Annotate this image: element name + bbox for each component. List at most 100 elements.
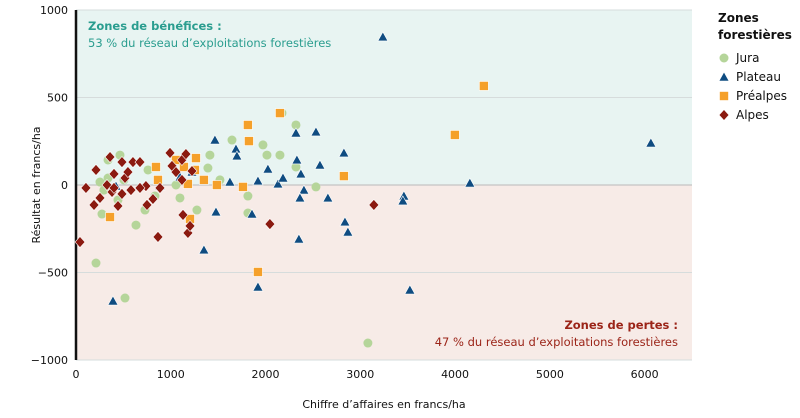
data-point-plateau xyxy=(290,127,302,138)
data-point-alpes xyxy=(134,156,146,169)
loss-zone-annotation: Zones de pertes : 47 % du réseau d’explo… xyxy=(435,317,678,351)
legend-title: Zones forestières xyxy=(718,11,792,42)
legend-item-préalpes: Préalpes xyxy=(718,86,788,105)
data-point-alpes xyxy=(170,166,182,178)
legend-item-alpes: Alpes xyxy=(718,105,788,124)
data-point-préalpes xyxy=(243,120,253,130)
data-point-alpes xyxy=(112,200,124,212)
y-axis-label: Résultat en francs/ha xyxy=(30,126,43,243)
data-point-alpes xyxy=(186,165,198,177)
legend-item-plateau: Plateau xyxy=(718,67,788,86)
legend-marker xyxy=(719,53,729,62)
data-point-jura xyxy=(275,150,285,160)
data-point-plateau xyxy=(295,168,307,179)
data-point-jura xyxy=(120,293,130,303)
data-point-plateau xyxy=(298,184,310,195)
data-point-alpes xyxy=(116,187,128,200)
data-point-alpes xyxy=(141,199,153,211)
data-point-jura xyxy=(143,165,153,175)
data-point-plateau xyxy=(272,178,284,189)
data-point-jura xyxy=(258,140,268,150)
data-point-jura xyxy=(203,163,213,173)
data-point-alpes xyxy=(108,168,120,180)
diamond-marker-icon xyxy=(718,108,730,121)
data-point-alpes xyxy=(134,182,146,194)
data-point-jura xyxy=(205,150,215,160)
data-point-jura xyxy=(131,220,141,230)
data-point-préalpes xyxy=(253,267,263,277)
data-point-préalpes xyxy=(212,180,222,190)
data-point-plateau xyxy=(277,172,289,183)
data-point-alpes xyxy=(368,199,380,211)
x-tick-label: 0 xyxy=(73,368,80,381)
data-point-jura xyxy=(363,338,373,348)
loss-zone-title: Zones de pertes : xyxy=(564,318,678,332)
data-point-alpes xyxy=(177,208,189,221)
data-point-préalpes xyxy=(238,182,248,192)
data-point-alpes xyxy=(101,179,113,191)
data-point-préalpes xyxy=(339,171,349,181)
legend-label: Préalpes xyxy=(736,88,788,103)
data-point-alpes xyxy=(180,148,192,160)
data-point-plateau xyxy=(198,244,210,255)
data-point-alpes xyxy=(176,173,188,186)
data-point-plateau xyxy=(322,192,334,203)
data-point-alpes xyxy=(88,199,100,211)
data-point-plateau xyxy=(310,126,322,137)
data-point-préalpes xyxy=(275,108,285,118)
triangle-marker-icon xyxy=(718,70,730,81)
data-point-alpes xyxy=(104,151,116,163)
data-point-alpes xyxy=(94,192,106,204)
legend-label: Jura xyxy=(736,50,760,65)
legend-marker xyxy=(719,90,729,101)
data-point-jura xyxy=(95,177,105,187)
x-tick-label: 1000 xyxy=(157,368,185,381)
data-point-alpes xyxy=(152,231,164,243)
y-tick-label: 500 xyxy=(47,92,68,105)
data-point-alpes xyxy=(108,182,120,194)
data-point-jura xyxy=(291,120,301,130)
data-point-plateau xyxy=(464,177,476,188)
data-point-alpes xyxy=(80,182,92,194)
legend-label: Alpes xyxy=(736,107,769,122)
data-point-plateau xyxy=(252,175,264,186)
data-point-plateau xyxy=(404,284,416,295)
data-point-plateau xyxy=(252,281,264,292)
data-point-jura xyxy=(311,182,321,192)
data-point-préalpes xyxy=(105,212,115,222)
data-point-jura xyxy=(91,258,101,268)
data-point-plateau xyxy=(107,295,119,306)
legend-item-jura: Jura xyxy=(718,48,788,67)
circle-marker-icon xyxy=(719,53,729,62)
series-préalpes xyxy=(105,81,489,277)
data-point-jura xyxy=(192,205,202,215)
data-point-plateau xyxy=(338,147,350,158)
data-point-plateau xyxy=(224,176,236,187)
x-tick-label: 5000 xyxy=(536,368,564,381)
data-point-plateau xyxy=(377,31,389,42)
data-point-préalpes xyxy=(244,136,254,146)
data-point-préalpes xyxy=(151,162,161,172)
y-tick-label: −500 xyxy=(38,267,68,280)
data-point-alpes xyxy=(74,236,86,248)
data-point-alpes xyxy=(125,184,137,197)
y-tick-label: 0 xyxy=(61,179,68,192)
loss-zone-text: 47 % du réseau d’exploitations forestièr… xyxy=(434,335,678,349)
data-point-préalpes xyxy=(479,81,489,91)
data-point-plateau xyxy=(339,216,351,227)
x-tick-label: 4000 xyxy=(441,368,469,381)
profit-zone-annotation: Zones de bénéfices : 53 % du réseau d’ex… xyxy=(88,18,331,52)
data-point-alpes xyxy=(116,156,128,169)
data-point-alpes xyxy=(164,147,176,159)
data-point-plateau xyxy=(209,134,221,145)
data-point-jura xyxy=(243,191,253,201)
x-tick-label: 6000 xyxy=(631,368,659,381)
legend: Zones forestières Jura Plateau Préalpes Alp… xyxy=(718,10,792,124)
data-point-plateau xyxy=(262,163,274,174)
legend-label: Plateau xyxy=(736,69,781,84)
x-tick-label: 2000 xyxy=(252,368,280,381)
data-point-alpes xyxy=(154,182,166,194)
x-axis-label: Chiffre d’affaires en francs/ha xyxy=(302,398,465,411)
y-tick-label: −1000 xyxy=(31,354,68,367)
